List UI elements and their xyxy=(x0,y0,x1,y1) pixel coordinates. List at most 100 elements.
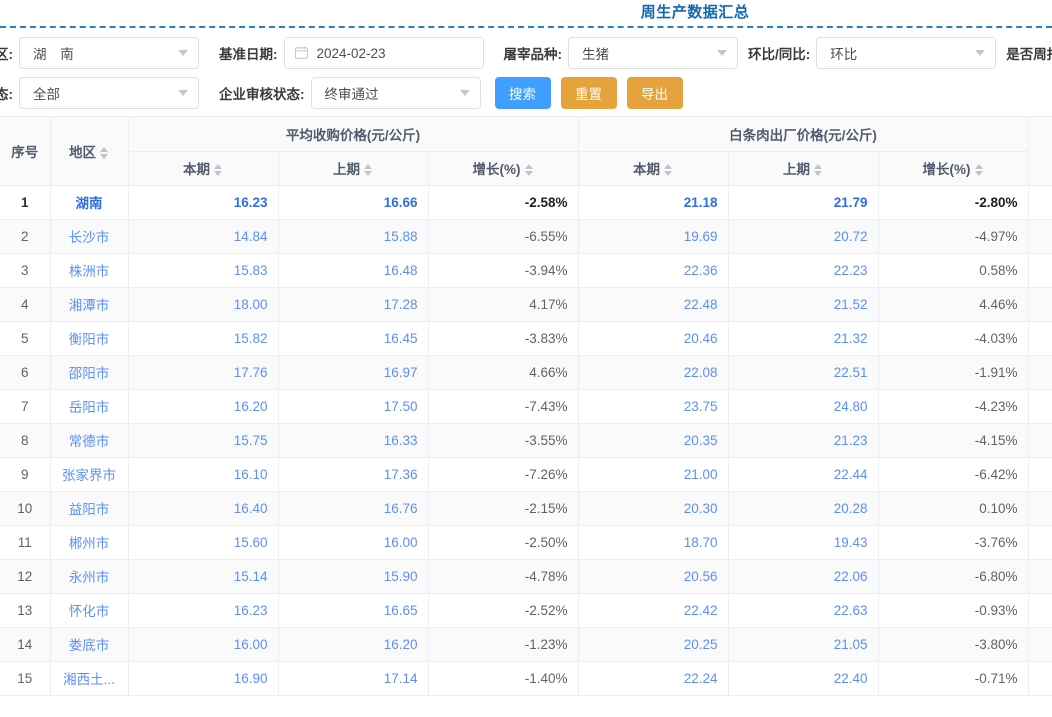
purchase-growth: -3.94% xyxy=(428,253,579,288)
base-date-input[interactable]: 2024-02-23 xyxy=(283,37,484,69)
pork-previous: 22.51 xyxy=(728,355,879,390)
chevron-down-icon xyxy=(178,50,188,56)
sort-icon[interactable] xyxy=(364,163,373,177)
chevron-down-icon xyxy=(717,50,727,56)
pork-previous: 21.23 xyxy=(728,423,879,458)
pork-growth: -3.76% xyxy=(878,525,1029,560)
search-button[interactable]: 搜索 xyxy=(494,77,551,109)
region-label: 在地区: xyxy=(0,47,13,62)
table-row[interactable]: 2 长沙市 14.84 15.88 -6.55% 19.69 20.72 -4.97% xyxy=(0,219,1052,254)
pork-previous: 22.06 xyxy=(728,559,879,594)
table-row[interactable]: 7 岳阳市 16.20 17.50 -7.43% 23.75 24.80 -4.23% xyxy=(0,389,1052,424)
table-row[interactable]: 1 湖南 16.23 16.66 -2.58% 21.18 21.79 -2.80% xyxy=(0,185,1052,220)
sort-icon[interactable] xyxy=(814,163,823,177)
table-row[interactable]: 12 永州市 15.14 15.90 -4.78% 20.56 22.06 -6.80% xyxy=(0,559,1052,594)
row-area: 邵阳市 xyxy=(50,355,129,390)
pork-previous: 22.23 xyxy=(728,253,879,288)
col-spacer xyxy=(1028,117,1052,186)
row-spacer xyxy=(1028,185,1052,220)
col-index: 序号 xyxy=(0,117,51,186)
row-index: 3 xyxy=(0,253,51,288)
sort-icon[interactable] xyxy=(664,163,673,177)
variety-label: 屠宰品种: xyxy=(503,47,563,62)
col-pork-growth[interactable]: 增长(%) xyxy=(878,151,1029,186)
row-area: 娄底市 xyxy=(50,627,129,662)
table-row[interactable]: 3 株洲市 15.83 16.48 -3.94% 22.36 22.23 0.58% xyxy=(0,253,1052,288)
pork-previous: 20.28 xyxy=(728,491,879,526)
purchase-current: 15.75 xyxy=(128,423,279,458)
audit-status-select[interactable]: 全部 xyxy=(19,77,199,109)
purchase-current: 16.90 xyxy=(128,661,279,696)
table-row[interactable]: 5 衡阳市 15.82 16.45 -3.83% 20.46 21.32 -4.03% xyxy=(0,321,1052,356)
purchase-previous: 16.97 xyxy=(278,355,429,390)
purchase-previous: 15.88 xyxy=(278,219,429,254)
sort-icon[interactable] xyxy=(524,163,534,177)
region-select[interactable]: 湖 南 xyxy=(19,37,199,69)
table-row[interactable]: 8 常德市 15.75 16.33 -3.55% 20.35 21.23 -4.15% xyxy=(0,423,1052,458)
purchase-growth: -2.50% xyxy=(428,525,579,560)
label: 增长(%) xyxy=(922,162,971,177)
row-spacer xyxy=(1028,253,1052,288)
purchase-previous: 16.45 xyxy=(278,321,429,356)
row-index: 4 xyxy=(0,287,51,322)
row-area: 永州市 xyxy=(50,559,129,594)
row-spacer xyxy=(1028,491,1052,526)
table-row[interactable]: 13 怀化市 16.23 16.65 -2.52% 22.42 22.63 -0.93% xyxy=(0,593,1052,628)
pork-previous: 19.43 xyxy=(728,525,879,560)
table-row[interactable]: 10 益阳市 16.40 16.76 -2.15% 20.30 20.28 0.10% xyxy=(0,491,1052,526)
table-row[interactable]: 14 娄底市 16.00 16.20 -1.23% 20.25 21.05 -3.80% xyxy=(0,627,1052,662)
table-body: 1 湖南 16.23 16.66 -2.58% 21.18 21.79 -2.80% 2 长沙市 1… xyxy=(0,185,1052,696)
purchase-previous: 16.65 xyxy=(278,593,429,628)
variety-value: 生猪 xyxy=(582,47,609,62)
col-pork-current[interactable]: 本期 xyxy=(578,151,729,186)
col-purchase-current[interactable]: 本期 xyxy=(128,151,279,186)
pork-growth: -4.97% xyxy=(878,219,1029,254)
export-button[interactable]: 导出 xyxy=(626,77,683,109)
page-header: 周生产数据汇总 xyxy=(0,0,1052,28)
table-row[interactable]: 4 湘潭市 18.00 17.28 4.17% 22.48 21.52 4.46% xyxy=(0,287,1052,322)
col-area[interactable]: 地区 xyxy=(50,117,129,186)
purchase-previous: 17.36 xyxy=(278,457,429,492)
weekly-enterprise-label: 是否周报企业: xyxy=(1006,47,1052,62)
ratio-select[interactable]: 环比 xyxy=(816,37,997,69)
sort-icon[interactable] xyxy=(100,146,109,160)
variety-select[interactable]: 生猪 xyxy=(568,37,738,69)
purchase-previous: 16.76 xyxy=(278,491,429,526)
table-row[interactable]: 11 郴州市 15.60 16.00 -2.50% 18.70 19.43 -3.76% xyxy=(0,525,1052,560)
table-row[interactable]: 15 湘西土... 16.90 17.14 -1.40% 22.24 22.40 -0.71% xyxy=(0,661,1052,696)
region-value: 湖 南 xyxy=(33,47,79,62)
pork-growth: -1.91% xyxy=(878,355,1029,390)
purchase-current: 15.82 xyxy=(128,321,279,356)
col-pork-previous[interactable]: 上期 xyxy=(728,151,879,186)
row-area: 怀化市 xyxy=(50,593,129,628)
reset-button[interactable]: 重置 xyxy=(560,77,617,109)
row-spacer xyxy=(1028,321,1052,356)
pork-growth: -4.03% xyxy=(878,321,1029,356)
pork-growth: -4.23% xyxy=(878,389,1029,424)
pork-current: 22.42 xyxy=(578,593,729,628)
sort-icon[interactable] xyxy=(974,163,984,177)
row-area: 益阳市 xyxy=(50,491,129,526)
chevron-down-icon xyxy=(178,90,188,96)
sort-icon[interactable] xyxy=(214,163,223,177)
pork-current: 21.18 xyxy=(578,185,729,220)
row-area: 常德市 xyxy=(50,423,129,458)
table-row[interactable]: 9 张家界市 16.10 17.36 -7.26% 21.00 22.44 -6.42% xyxy=(0,457,1052,492)
row-spacer xyxy=(1028,661,1052,696)
purchase-previous: 16.33 xyxy=(278,423,429,458)
pork-previous: 21.52 xyxy=(728,287,879,322)
col-purchase-growth[interactable]: 增长(%) xyxy=(428,151,579,186)
purchase-growth: -2.58% xyxy=(428,185,579,220)
pork-growth: -6.42% xyxy=(878,457,1029,492)
row-area: 湖南 xyxy=(50,185,129,220)
row-index: 15 xyxy=(0,661,51,696)
purchase-growth: -2.52% xyxy=(428,593,579,628)
purchase-current: 16.23 xyxy=(128,593,279,628)
row-index: 7 xyxy=(0,389,51,424)
label: 增长(%) xyxy=(472,162,521,177)
enterprise-audit-select[interactable]: 终审通过 xyxy=(310,77,481,109)
table-header-sub-row: 本期 上期 增长(%) 本期 上期 增长(%) xyxy=(0,151,1052,186)
table-row[interactable]: 6 邵阳市 17.76 16.97 4.66% 22.08 22.51 -1.91% xyxy=(0,355,1052,390)
purchase-current: 14.84 xyxy=(128,219,279,254)
col-purchase-previous[interactable]: 上期 xyxy=(278,151,429,186)
